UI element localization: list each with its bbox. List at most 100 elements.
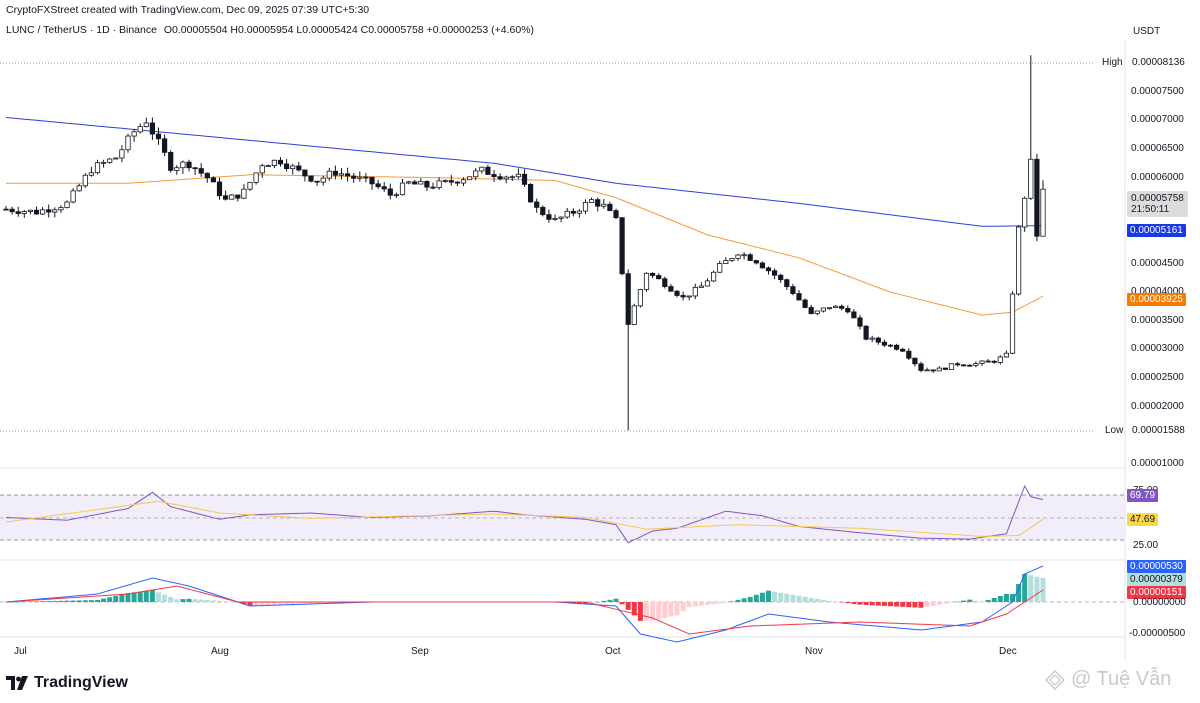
candle-body bbox=[101, 161, 107, 164]
macd-histogram-bar bbox=[863, 602, 869, 605]
macd-histogram-bar bbox=[839, 602, 845, 603]
candle-body bbox=[521, 173, 528, 185]
bar-countdown: 21:50:11 bbox=[1131, 204, 1170, 215]
macd-histogram-bar bbox=[790, 594, 796, 602]
macd-histogram-bar bbox=[778, 592, 784, 602]
candle-body bbox=[546, 214, 552, 220]
candle-body bbox=[418, 180, 424, 185]
candle-body bbox=[174, 167, 180, 171]
tradingview-logo[interactable]: TradingView bbox=[6, 674, 128, 692]
rsi-value-tag: 69.79 bbox=[1127, 489, 1159, 502]
candle-body bbox=[308, 175, 314, 182]
macd-histogram-bar bbox=[680, 602, 686, 612]
candle-body bbox=[338, 173, 345, 176]
price-tick: 0.00004000 bbox=[1131, 286, 1184, 298]
time-label-oct: Oct bbox=[605, 646, 621, 657]
candle-body bbox=[503, 176, 509, 180]
candle-body bbox=[869, 337, 875, 340]
macd-histogram-bar bbox=[576, 602, 582, 604]
macd-histogram-bar bbox=[162, 594, 168, 602]
macd-histogram-bar bbox=[320, 602, 326, 604]
macd-histogram-bar bbox=[583, 602, 588, 604]
candle-body bbox=[369, 176, 375, 185]
candle-body bbox=[704, 280, 711, 287]
candle-body bbox=[161, 138, 168, 153]
candle-body bbox=[448, 180, 454, 183]
rsi-bottom-tick: 25.00 bbox=[1133, 540, 1159, 551]
candle-body bbox=[851, 311, 857, 319]
candle-body bbox=[387, 188, 393, 196]
candle-body bbox=[107, 158, 113, 163]
candle-body bbox=[436, 180, 442, 188]
candle-body bbox=[979, 360, 985, 364]
candle-body bbox=[1016, 226, 1022, 295]
candle-body bbox=[625, 273, 631, 325]
candle-body bbox=[589, 199, 595, 203]
candle-body bbox=[967, 364, 973, 367]
candle-body bbox=[997, 356, 1003, 363]
candle-body bbox=[814, 310, 820, 315]
candle-body bbox=[747, 254, 753, 261]
candle-body bbox=[643, 272, 650, 290]
candle-body bbox=[393, 194, 400, 197]
last-price-value: 0.00005758 bbox=[1131, 193, 1184, 204]
candle-body bbox=[765, 267, 772, 272]
macd-histogram-bar bbox=[827, 600, 832, 602]
macd-histogram-bar bbox=[326, 602, 332, 604]
candle-body bbox=[631, 305, 637, 325]
macd-histogram-bar bbox=[290, 602, 296, 605]
candle-body bbox=[576, 210, 583, 214]
candle-body bbox=[375, 183, 381, 188]
candle-body bbox=[180, 161, 186, 169]
candle-body bbox=[485, 166, 491, 175]
macd-histogram-bar bbox=[942, 602, 948, 604]
candle-body bbox=[40, 209, 46, 215]
macd-histogram-bar bbox=[705, 602, 710, 605]
macd-histogram-bar bbox=[101, 598, 107, 602]
candle-body bbox=[753, 260, 759, 264]
high-value-tag: 0.00008136 bbox=[1129, 56, 1188, 69]
candle-body bbox=[137, 126, 143, 133]
macd-histogram-bar bbox=[253, 602, 259, 606]
macd-histogram-bar bbox=[753, 594, 759, 602]
time-label-nov: Nov bbox=[805, 646, 823, 657]
candle-body bbox=[473, 170, 479, 178]
candle-body bbox=[1003, 352, 1010, 358]
macd-histogram-bar bbox=[131, 592, 137, 602]
macd-histogram-bar bbox=[192, 599, 198, 602]
symbol-legend[interactable]: LUNC / TetherUS · 1D · Binance O0.000055… bbox=[6, 24, 534, 36]
rsi-ma-value-tag: 47.69 bbox=[1127, 513, 1159, 526]
macd-histogram-bar bbox=[284, 602, 290, 605]
candle-body bbox=[357, 176, 363, 179]
tradingview-brand-text: TradingView bbox=[34, 674, 128, 691]
candle-body bbox=[259, 165, 265, 174]
candle-body bbox=[320, 177, 326, 183]
macd-histogram-bar bbox=[168, 597, 174, 602]
candle-body bbox=[912, 357, 918, 365]
macd-histogram-bar bbox=[668, 602, 674, 617]
candle-body bbox=[595, 199, 601, 207]
macd-histogram-bar bbox=[247, 602, 253, 606]
candle-body bbox=[442, 180, 448, 182]
macd-histogram-bar bbox=[34, 601, 39, 602]
candle-body bbox=[656, 275, 662, 280]
candle-body bbox=[332, 170, 339, 176]
macd-histogram-bar bbox=[784, 593, 790, 602]
macd-hist-tag: 0.00000379 bbox=[1127, 573, 1186, 586]
macd-histogram-bar bbox=[46, 601, 52, 602]
candle-body bbox=[283, 163, 290, 170]
macd-histogram-bar bbox=[949, 602, 954, 603]
macd-histogram-bar bbox=[644, 602, 649, 621]
symbol-title[interactable]: LUNC / TetherUS · 1D · Binance bbox=[6, 24, 157, 36]
macd-histogram-bar bbox=[802, 596, 808, 602]
macd-histogram-bar bbox=[845, 602, 851, 604]
macd-histogram-bar bbox=[241, 602, 247, 604]
macd-histogram-bar bbox=[766, 590, 771, 602]
currency-label[interactable]: USDT bbox=[1133, 26, 1161, 37]
price-tick: 0.00003500 bbox=[1131, 314, 1184, 326]
macd-histogram-bar bbox=[814, 598, 820, 602]
macd-histogram-bar bbox=[796, 595, 802, 602]
macd-histogram-bar bbox=[857, 602, 863, 605]
macd-histogram-bar bbox=[21, 601, 27, 603]
